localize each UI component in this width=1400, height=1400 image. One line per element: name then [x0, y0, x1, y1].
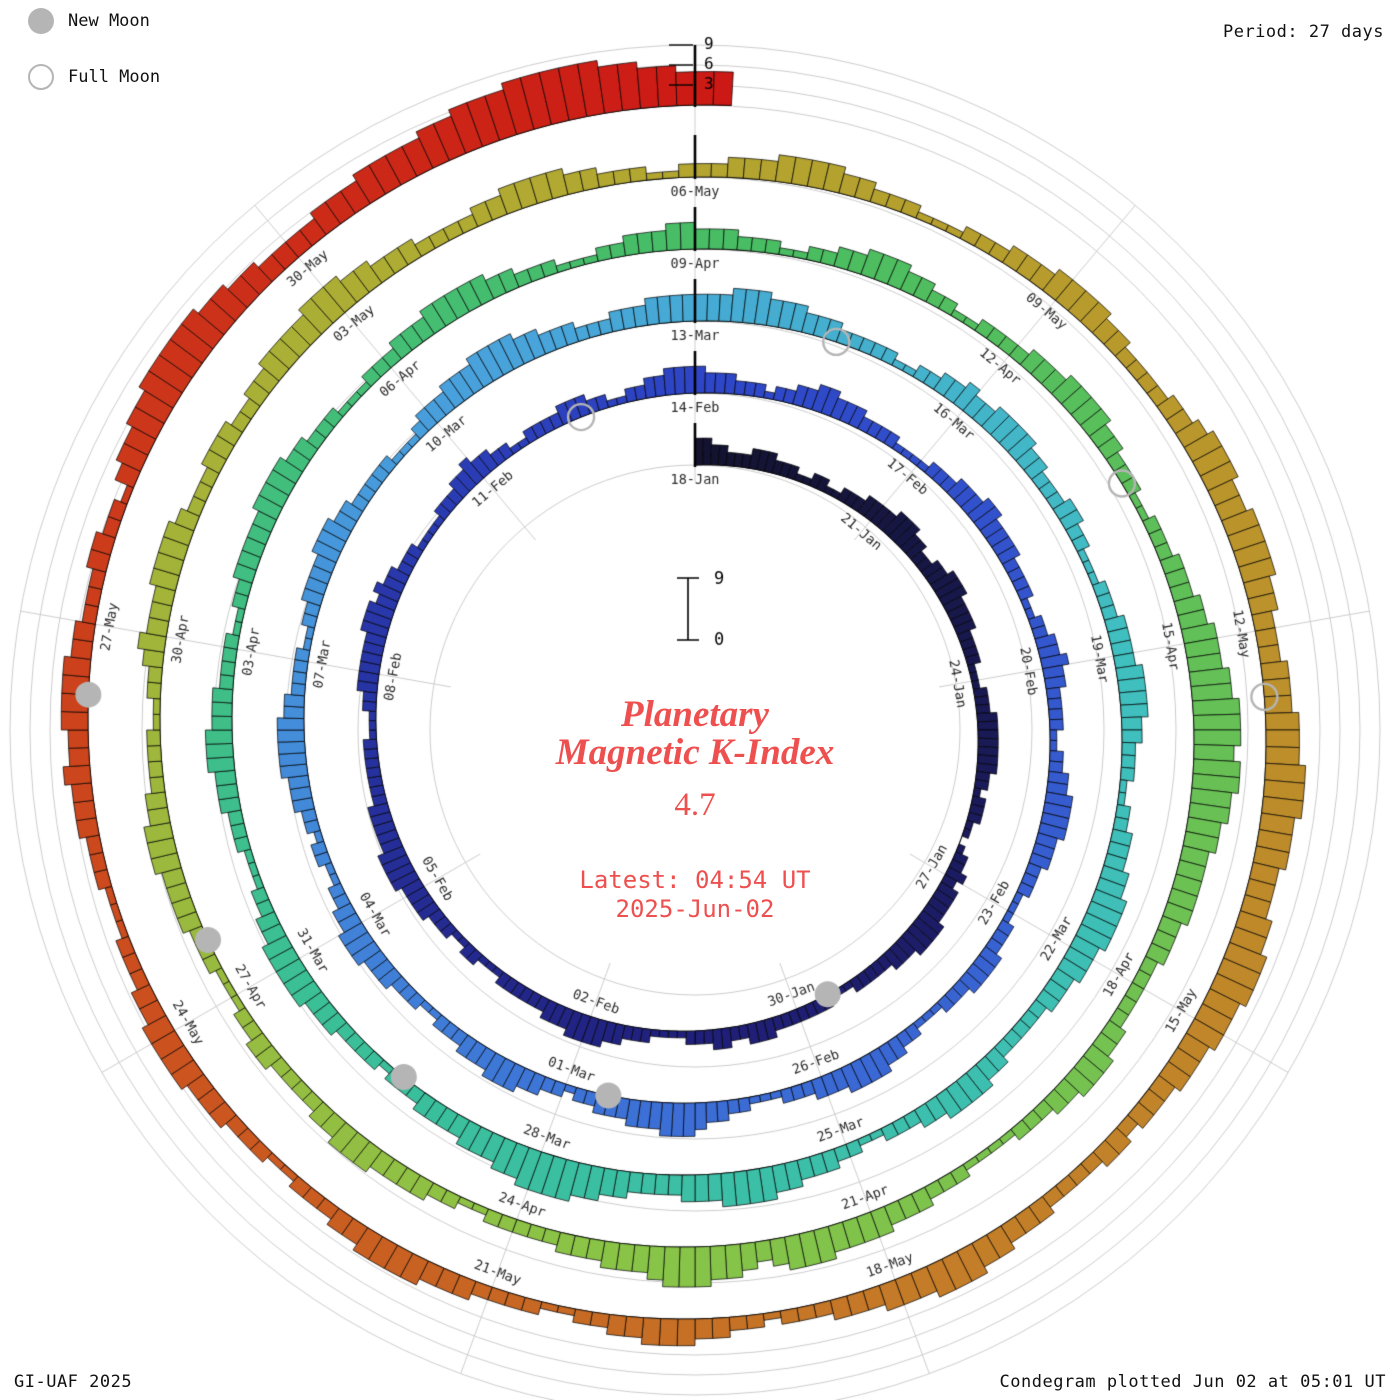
- chart-title-line1: Planetary: [621, 694, 769, 735]
- new-moon-icon: [28, 8, 54, 34]
- moon-legend: New Moon Full Moon: [28, 8, 160, 120]
- full-moon-legend-row: Full Moon: [28, 64, 160, 90]
- plotted-label: Condegram plotted Jun 02 at 05:01 UT: [999, 1372, 1386, 1392]
- new-moon-label: New Moon: [68, 11, 150, 31]
- new-moon-legend-row: New Moon: [28, 8, 160, 34]
- latest-timestamp: Latest: 04:54 UT 2025-Jun-02: [556, 866, 835, 924]
- credit-label: GI-UAF 2025: [14, 1372, 133, 1392]
- full-moon-label: Full Moon: [68, 67, 161, 87]
- chart-title: Planetary Magnetic K-Index: [556, 696, 835, 771]
- chart-title-line2: Magnetic K-Index: [555, 731, 835, 773]
- center-annotation: Planetary Magnetic K-Index 4.7 Latest: 0…: [556, 696, 835, 924]
- latest-time: Latest: 04:54 UT: [579, 866, 811, 895]
- full-moon-icon: [28, 64, 54, 90]
- period-label: Period: 27 days: [1222, 22, 1384, 42]
- latest-date: 2025-Jun-02: [615, 895, 775, 924]
- current-kp-value: 4.7: [674, 787, 716, 824]
